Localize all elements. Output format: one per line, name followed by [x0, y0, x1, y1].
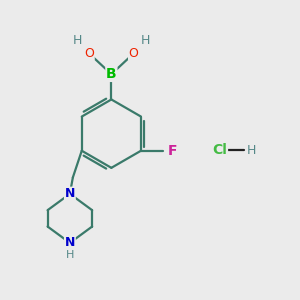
Text: H: H: [140, 34, 150, 46]
Text: B: B: [106, 67, 117, 81]
Text: O: O: [84, 47, 94, 60]
Text: Cl: Cl: [212, 143, 227, 157]
Text: N: N: [65, 236, 75, 249]
Text: H: H: [66, 250, 74, 260]
Text: H: H: [246, 143, 256, 157]
Text: H: H: [73, 34, 83, 46]
Text: N: N: [65, 187, 75, 200]
Text: O: O: [129, 47, 139, 60]
Text: F: F: [167, 144, 177, 158]
